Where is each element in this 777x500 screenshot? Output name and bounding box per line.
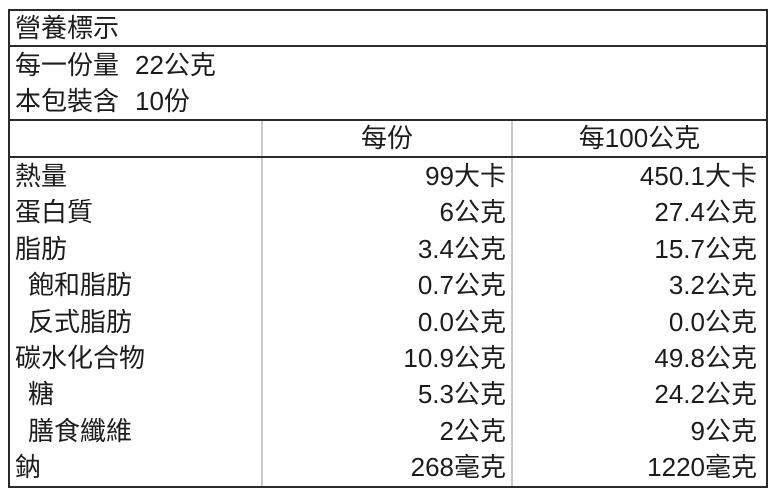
row-per-serving: 268毫克: [261, 449, 511, 486]
row-per-100g: 24.2公克: [511, 376, 766, 413]
row-name: 碳水化合物: [15, 342, 146, 373]
nutrition-label: 營養標示 每一份量 22公克 本包裝含 10份 每份 每100公克 熱量 99大卡 …: [8, 9, 768, 488]
table-row: 反式脂肪 0.0公克 0.0公克: [10, 303, 766, 340]
servings-per-package-label: 本包裝含: [15, 86, 120, 116]
table-row: 熱量 99大卡 450.1大卡: [10, 158, 766, 195]
row-per-serving: 3.4公克: [261, 230, 511, 268]
row-name: 脂肪: [15, 233, 68, 264]
row-name: 膳食纖維: [28, 415, 133, 446]
row-name: 糖: [28, 379, 55, 410]
row-per-100g: 3.2公克: [511, 267, 766, 304]
serving-size-label: 每一份量: [15, 50, 120, 80]
row-name: 熱量: [15, 161, 68, 191]
row-per-serving: 2公克: [261, 412, 511, 450]
row-per-100g: 1220毫克: [511, 449, 766, 486]
header-per-serving: 每份: [261, 121, 511, 156]
serving-info-section: 每一份量 22公克 本包裝含 10份: [10, 47, 766, 121]
servings-per-package-value: 10份: [135, 86, 190, 116]
row-per-100g: 9公克: [511, 412, 766, 450]
table-row: 飽和脂肪 0.7公克 3.2公克: [10, 267, 766, 304]
table-row: 鈉 268毫克 1220毫克: [10, 449, 766, 486]
table-row: 糖 5.3公克 24.2公克: [10, 376, 766, 413]
table-row: 蛋白質 6公克 27.4公克: [10, 194, 766, 231]
table-body: 熱量 99大卡 450.1大卡 蛋白質 6公克 27.4公克 脂肪 3.4公克 …: [10, 158, 766, 486]
header-nutrient: [10, 121, 261, 156]
row-per-serving: 99大卡: [261, 158, 511, 195]
row-per-100g: 27.4公克: [511, 194, 766, 231]
row-per-100g: 450.1大卡: [511, 158, 766, 195]
row-per-serving: 10.9公克: [261, 339, 511, 377]
servings-per-package-line: 本包裝含 10份: [10, 83, 766, 119]
table-row: 膳食纖維 2公克 9公克: [10, 412, 766, 450]
row-name: 鈉: [15, 452, 42, 483]
row-per-100g: 49.8公克: [511, 339, 766, 377]
table-header-row: 每份 每100公克: [10, 121, 766, 158]
row-name: 反式脂肪: [28, 306, 133, 337]
row-per-100g: 15.7公克: [511, 230, 766, 268]
label-title: 營養標示: [10, 11, 766, 47]
serving-size-line: 每一份量 22公克: [10, 47, 766, 83]
serving-size-value: 22公克: [135, 50, 216, 80]
row-per-serving: 0.7公克: [261, 267, 511, 304]
row-per-serving: 0.0公克: [261, 303, 511, 340]
row-per-serving: 6公克: [261, 194, 511, 231]
header-per-100g: 每100公克: [511, 121, 766, 156]
row-name: 蛋白質: [15, 197, 94, 228]
row-per-serving: 5.3公克: [261, 376, 511, 413]
row-name: 飽和脂肪: [28, 270, 133, 301]
table-row: 碳水化合物 10.9公克 49.8公克: [10, 339, 766, 377]
row-per-100g: 0.0公克: [511, 303, 766, 340]
table-row: 脂肪 3.4公克 15.7公克: [10, 230, 766, 268]
